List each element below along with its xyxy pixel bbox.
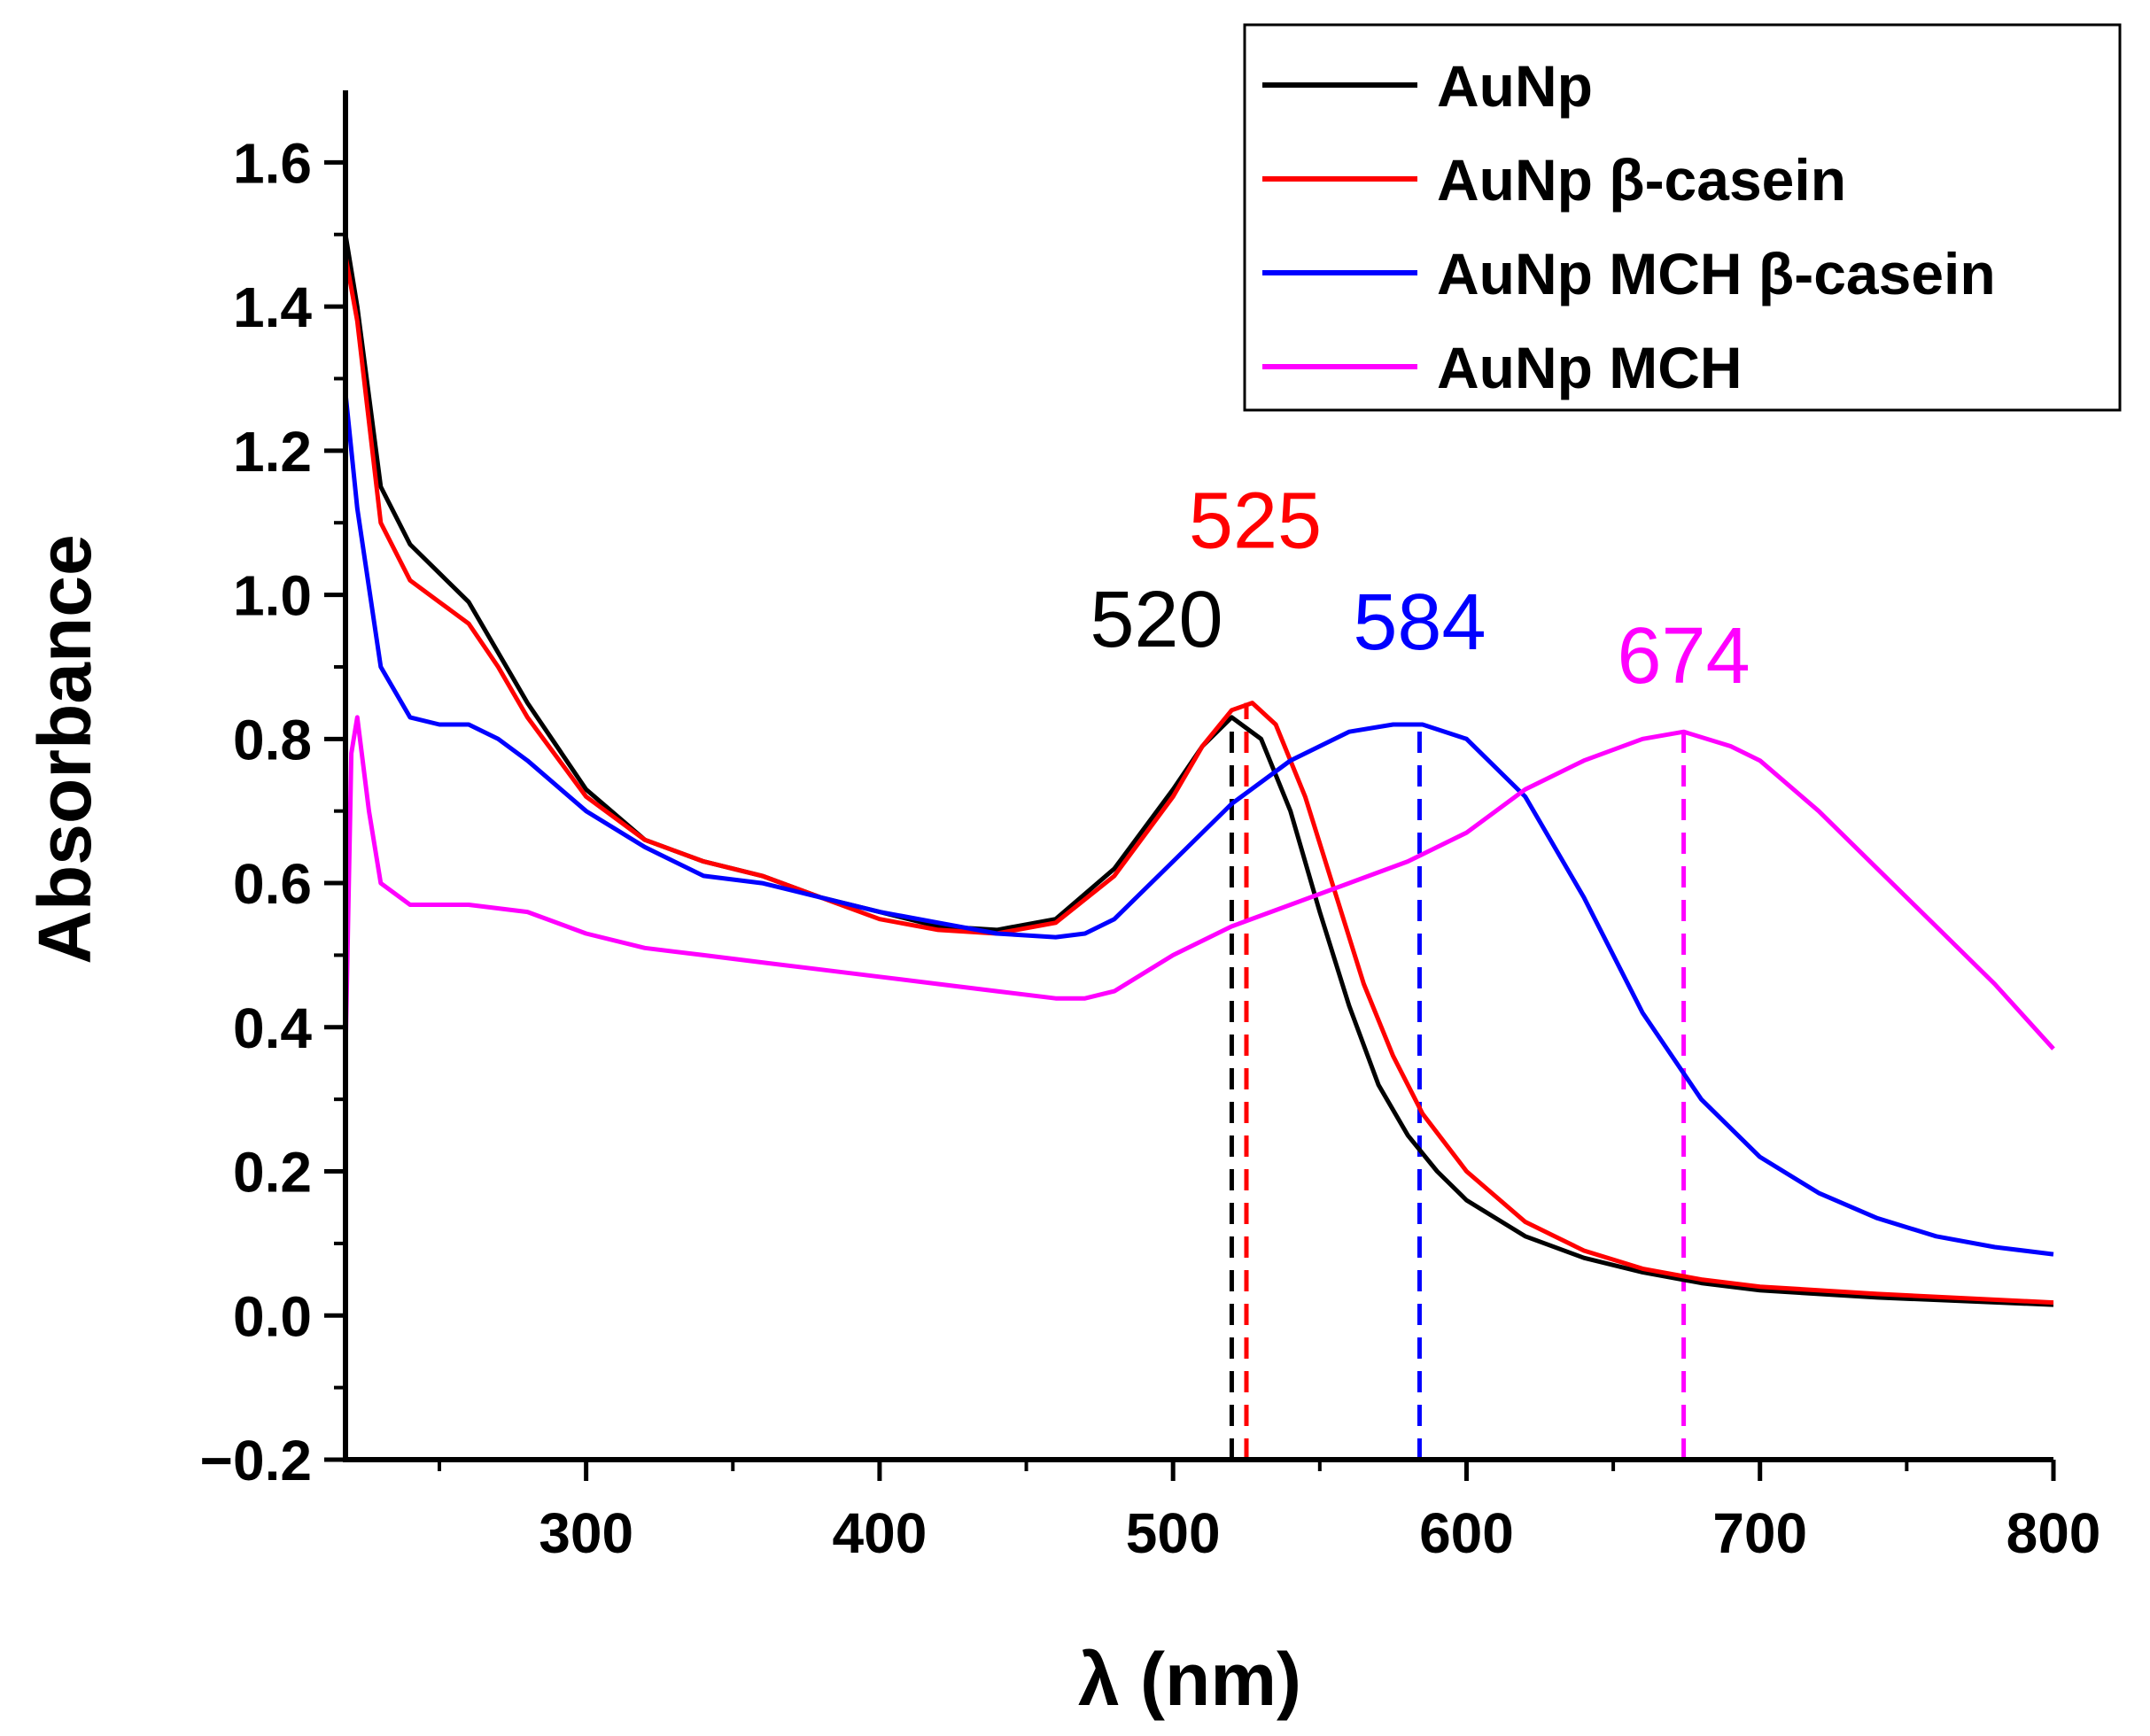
peak-label: 525 <box>1189 477 1322 566</box>
x-axis-title: λ (nm) <box>1078 1638 1301 1721</box>
plot-area <box>343 234 2055 1460</box>
legend-label: AuNp β-casein <box>1437 147 1846 213</box>
y-tick-label: 0.0 <box>233 1284 312 1348</box>
y-tick-label: 1.0 <box>233 564 312 628</box>
legend-label: AuNp MCH β-casein <box>1437 241 1996 306</box>
x-tick-label: 300 <box>539 1501 633 1565</box>
y-tick-label: 0.8 <box>233 708 312 771</box>
x-tick-label: 600 <box>1419 1501 1514 1565</box>
peak-label: 520 <box>1090 576 1222 664</box>
peak-guides <box>1229 702 1687 1460</box>
y-tick-label: 0.4 <box>233 996 312 1060</box>
x-ticks: 300 400 500 600 700 800 <box>438 1460 2101 1565</box>
series-line <box>343 234 2054 1307</box>
y-tick-label: 0.2 <box>233 1141 312 1205</box>
peak-annotations: 520 525 584 674 <box>1090 477 1750 701</box>
peak-label: 584 <box>1353 578 1486 667</box>
legend-label: AuNp <box>1437 53 1593 119</box>
y-tick-label: 0.6 <box>233 852 312 916</box>
x-tick-label: 800 <box>2006 1501 2101 1565</box>
legend: AuNp AuNp β-casein AuNp MCH β-casein AuNp M… <box>1243 23 2122 412</box>
legend-box <box>1243 23 2122 412</box>
series-line <box>343 392 2054 1257</box>
x-tick-label: 400 <box>833 1501 928 1565</box>
axes: 300 400 500 600 700 800 −0.2 0.0 0.2 0.4 0.6 0.8 1.… <box>200 90 2101 1565</box>
y-tick-label: 1.4 <box>233 275 312 339</box>
peak-label: 674 <box>1618 612 1750 701</box>
y-axis-title: Absorbance <box>23 534 106 964</box>
x-tick-label: 500 <box>1126 1501 1221 1565</box>
series-line <box>343 715 2055 1057</box>
legend-label: AuNp MCH <box>1437 335 1743 400</box>
y-tick-label: 1.6 <box>233 131 312 195</box>
series-lines <box>343 234 2055 1307</box>
y-ticks: −0.2 0.0 0.2 0.4 0.6 0.8 1.0 1.2 1.4 1.6 <box>200 131 345 1492</box>
y-tick-label: −0.2 <box>200 1429 312 1492</box>
y-tick-label: 1.2 <box>233 420 312 484</box>
x-tick-label: 700 <box>1712 1501 1807 1565</box>
series-line <box>343 255 2054 1306</box>
